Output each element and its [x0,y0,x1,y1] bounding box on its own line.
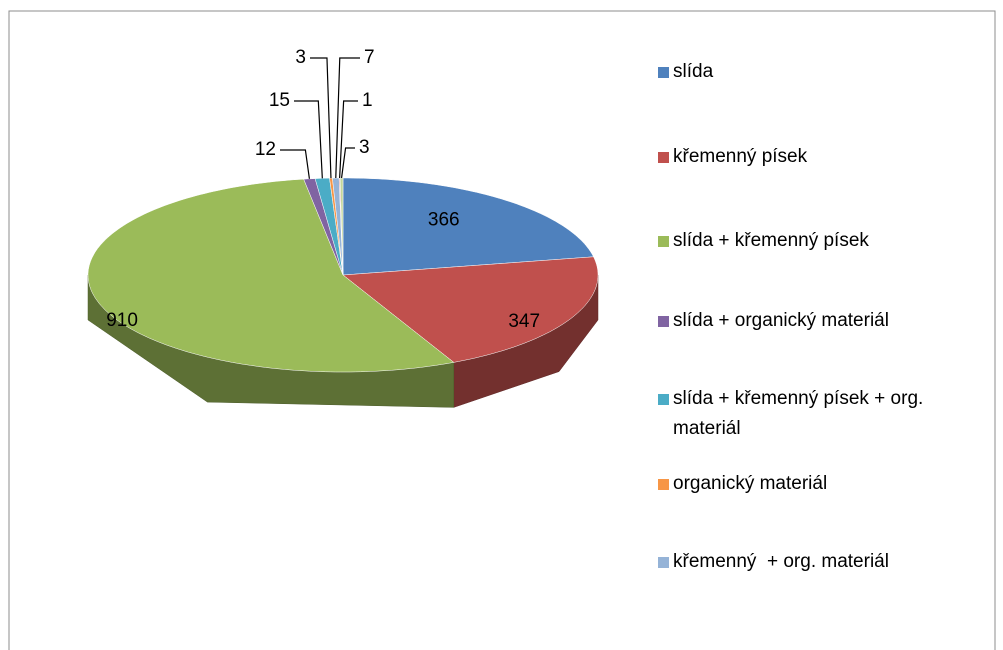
legend-swatch [658,394,669,405]
leader-line [280,149,310,179]
legend-label: křemenný + org. materiál [673,551,889,572]
legend-swatch [658,479,669,490]
data-label: 910 [106,310,138,331]
legend-item: slída + křemenný písek [658,226,978,256]
legend-item: slída + křemenný písek + org. materiál [658,384,978,444]
legend-label: slída [673,61,714,82]
data-label: 7 [364,47,375,68]
leader-line [310,57,332,179]
legend-item: organický materiál [658,469,978,499]
legend-swatch [658,316,669,327]
data-label: 1 [362,90,373,111]
data-label: 3 [359,137,370,158]
leader-line [340,147,355,179]
legend-item: křemenný písek [658,142,978,172]
leader-line [335,57,360,179]
data-label: 347 [508,311,540,332]
legend-label: organický materiál [673,473,828,494]
legend-item: slída [658,57,978,87]
leader-line [339,100,358,179]
slice [342,177,594,276]
legend-label: slída + křemenný písek [673,230,869,251]
legend-swatch [658,557,669,568]
slice [342,256,599,363]
legend-swatch [658,236,669,247]
data-label: 3 [295,47,306,68]
legend-item: křemenný + org. materiál [658,547,978,577]
legend-label: křemenný písek [673,146,808,167]
legend-item: slída + organický materiál [658,306,978,336]
legend-label: slída + křemenný písek + org. materiál [673,388,929,439]
data-label: 15 [269,90,290,111]
legend-label: slída + organický materiál [673,310,889,331]
legend-swatch [658,67,669,78]
slice [87,178,455,373]
chart-border [8,10,996,650]
leader-line [294,100,323,179]
legend-swatch [658,152,669,163]
data-label: 12 [255,139,276,160]
data-label: 366 [428,210,460,231]
